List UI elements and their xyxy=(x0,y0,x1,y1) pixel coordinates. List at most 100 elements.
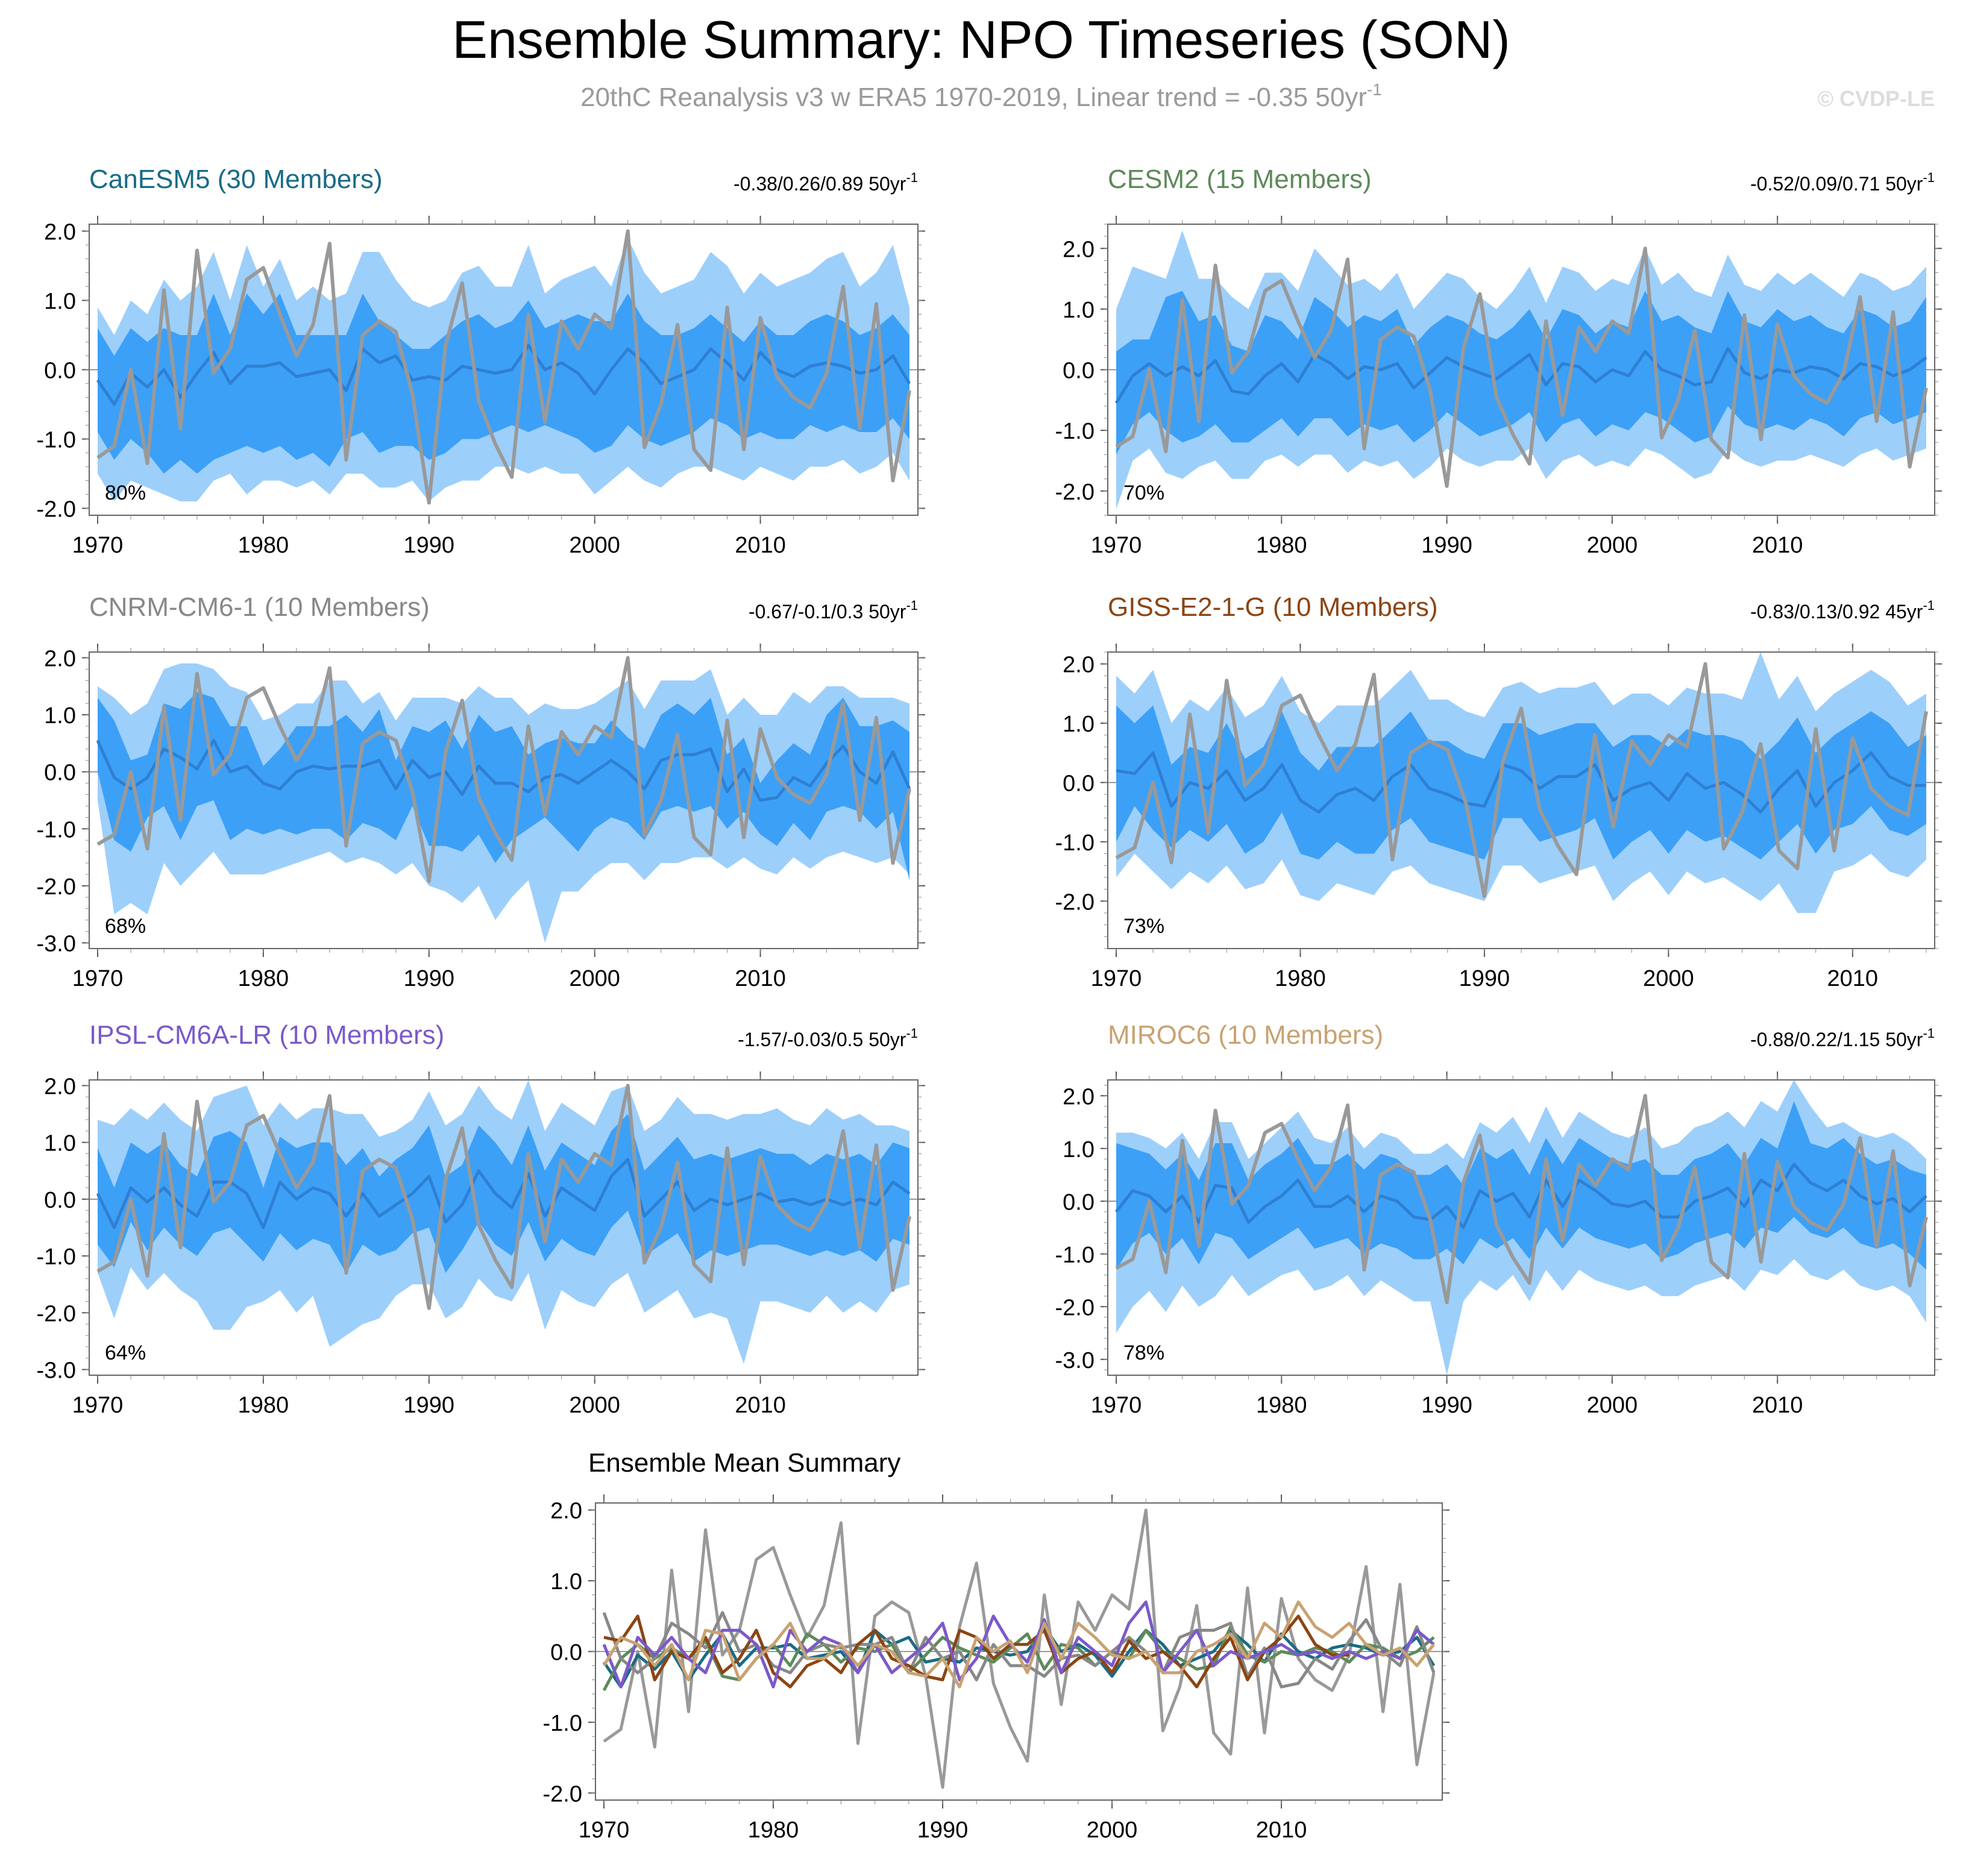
giss-ytick-label: -1.0 xyxy=(1055,830,1095,856)
cesm2-xtick-label: 1970 xyxy=(1091,533,1142,558)
subtitle-superscript: -1 xyxy=(1367,80,1382,99)
canesm5-ytick-label: 1.0 xyxy=(44,289,76,315)
cnrm-xtick-label: 2000 xyxy=(569,966,620,991)
cesm2-panel-title: CESM2 (15 Members) xyxy=(1108,165,1372,194)
summary-plot-area xyxy=(595,1508,1442,1789)
ipsl-plot-frame xyxy=(89,1079,919,1376)
miroc6-trend-text: -0.88/0.22/1.15 50yr xyxy=(1750,1029,1923,1050)
miroc6-ytick-label: -2.0 xyxy=(1055,1295,1095,1320)
canesm5-observed-line xyxy=(96,229,911,505)
cesm2-percent-label: 70% xyxy=(1123,482,1164,504)
ipsl-trend-text: -1.57/-0.03/0.5 50yr xyxy=(738,1029,906,1050)
canesm5-spread-band xyxy=(98,293,909,474)
canesm5-ytick-label: -1.0 xyxy=(37,428,76,453)
cesm2-plot-area xyxy=(1108,230,1935,509)
miroc6-plot-frame xyxy=(1107,1079,1935,1376)
giss-ytick-label: 2.0 xyxy=(1063,653,1095,678)
ipsl-xtick-label: 1970 xyxy=(72,1393,124,1418)
miroc6-xtick-label: 2000 xyxy=(1587,1393,1638,1418)
miroc6-panel-title: MIROC6 (10 Members) xyxy=(1108,1020,1383,1050)
miroc6-observed-line xyxy=(1115,1094,1928,1305)
ipsl-trend-label: -1.57/-0.03/0.5 50yr-1 xyxy=(738,1026,918,1050)
canesm5-xtick-label: 1970 xyxy=(72,533,124,558)
miroc6-ensemble-mean-line xyxy=(1115,1162,1927,1229)
giss-spread-band xyxy=(1116,705,1926,860)
summary-ytick-label: -2.0 xyxy=(543,1781,582,1807)
summary-series-ipsl xyxy=(602,1600,1435,1689)
giss-ytick-label: -2.0 xyxy=(1055,889,1095,915)
ipsl-xtick-label: 2010 xyxy=(735,1393,786,1418)
cesm2-trend-label: -0.52/0.09/0.71 50yr-1 xyxy=(1750,170,1935,195)
cnrm-observed-line xyxy=(96,656,911,883)
summary-xtick-label: 1990 xyxy=(917,1818,969,1843)
cnrm-trend-superscript: -1 xyxy=(906,598,918,613)
giss-trend-text: -0.83/0.13/0.92 45yr xyxy=(1750,601,1923,623)
miroc6-spread-band xyxy=(1116,1101,1926,1270)
summary-ytick-label: -1.0 xyxy=(543,1711,582,1736)
cesm2-ytick-label: 1.0 xyxy=(1063,298,1095,323)
giss-panel-title: GISS-E2-1-G (10 Members) xyxy=(1108,592,1438,622)
ipsl-ytick-label: 2.0 xyxy=(44,1074,76,1099)
giss-plot-area xyxy=(1108,652,1935,913)
ipsl-trend-superscript: -1 xyxy=(906,1026,918,1041)
ipsl-ytick-label: -2.0 xyxy=(37,1301,76,1326)
miroc6-axes: 2.0 1.0 0.0 -1.0 -2.0 -3.0 1970 1980 1990 2000 201… xyxy=(1055,1071,1942,1418)
giss-axes: 2.0 1.0 0.0 -1.0 -2.0 1970 1980 1990 2000 2010 xyxy=(1055,644,1942,991)
cesm2-xtick-label: 1980 xyxy=(1256,533,1307,558)
cnrm-ytick-label: -3.0 xyxy=(37,932,76,957)
cnrm-ensemble-mean-line xyxy=(96,739,911,802)
miroc6-ytick-label: 2.0 xyxy=(1063,1084,1095,1109)
miroc6-trend-label: -0.88/0.22/1.15 50yr-1 xyxy=(1750,1026,1935,1050)
miroc6-ytick-label: 0.0 xyxy=(1063,1190,1095,1215)
canesm5-plot-area xyxy=(89,229,918,505)
cesm2-ytick-label: 2.0 xyxy=(1063,237,1095,262)
giss-xtick-label: 1980 xyxy=(1275,966,1326,991)
ipsl-observed-line xyxy=(96,1084,911,1310)
ipsl-spread-band xyxy=(98,1114,909,1273)
giss-percent-label: 73% xyxy=(1123,915,1164,938)
cnrm-ytick-label: 2.0 xyxy=(44,646,76,671)
giss-trend-label: -0.83/0.13/0.92 45yr-1 xyxy=(1750,598,1935,623)
ipsl-xtick-label: 2000 xyxy=(569,1393,620,1418)
canesm5-xtick-label: 1980 xyxy=(238,533,289,558)
cesm2-ytick-label: -2.0 xyxy=(1055,480,1095,505)
ipsl-xtick-label: 1980 xyxy=(238,1393,289,1418)
summary-ytick-label: 0.0 xyxy=(550,1640,582,1666)
cnrm-trend-label: -0.67/-0.1/0.3 50yr-1 xyxy=(749,598,918,623)
miroc6-ytick-label: -3.0 xyxy=(1055,1348,1095,1373)
canesm5-trend-label: -0.38/0.26/0.89 50yr-1 xyxy=(733,170,918,195)
cnrm-xtick-label: 1980 xyxy=(238,966,289,991)
cnrm-ytick-label: -1.0 xyxy=(37,817,76,842)
ipsl-plot-area xyxy=(89,1080,918,1364)
giss-ytick-label: 1.0 xyxy=(1063,712,1095,737)
figure-title: Ensemble Summary: NPO Timeseries (SON) xyxy=(452,10,1510,69)
cnrm-plot-area xyxy=(89,656,918,943)
cesm2-observed-line xyxy=(1115,246,1928,488)
canesm5-axes: 2.0 1.0 0.0 -1.0 -2.0 1970 1980 1990 2000 2010 xyxy=(37,216,925,558)
miroc6-xtick-label: 1970 xyxy=(1091,1393,1142,1418)
giss-xtick-label: 2010 xyxy=(1827,966,1879,991)
summary-xtick-label: 2000 xyxy=(1087,1818,1138,1843)
cnrm-ytick-label: -2.0 xyxy=(37,874,76,900)
canesm5-panel-title: CanESM5 (30 Members) xyxy=(89,165,383,194)
subtitle-text: 20thC Reanalysis v3 w ERA5 1970-2019, Li… xyxy=(580,83,1367,112)
summary-panel-title: Ensemble Mean Summary xyxy=(588,1448,900,1478)
summary-ytick-label: 1.0 xyxy=(550,1569,582,1595)
copyright-label: © CVDP-LE xyxy=(1817,86,1935,111)
cnrm-ytick-label: 1.0 xyxy=(44,703,76,729)
canesm5-xtick-label: 2000 xyxy=(569,533,620,558)
miroc6-xtick-label: 1980 xyxy=(1256,1393,1307,1418)
panels-group: CanESM5 (30 Members) -0.38/0.26/0.89 50yr… xyxy=(37,165,1942,1843)
cnrm-percent-label: 68% xyxy=(105,915,146,938)
giss-ytick-label: 0.0 xyxy=(1063,771,1095,796)
miroc6-xtick-label: 1990 xyxy=(1421,1393,1472,1418)
giss-ensemble-mean-line xyxy=(1116,751,1926,814)
cesm2-xtick-label: 2000 xyxy=(1587,533,1638,558)
summary-series-cnrm xyxy=(602,1611,1436,1689)
ipsl-ytick-label: -1.0 xyxy=(37,1244,76,1270)
miroc6-percent-label: 78% xyxy=(1123,1341,1164,1364)
cesm2-spread-band xyxy=(1116,290,1926,455)
ipsl-ytick-label: 0.0 xyxy=(44,1188,76,1213)
figure-subtitle: 20thC Reanalysis v3 w ERA5 1970-2019, Li… xyxy=(580,80,1382,112)
